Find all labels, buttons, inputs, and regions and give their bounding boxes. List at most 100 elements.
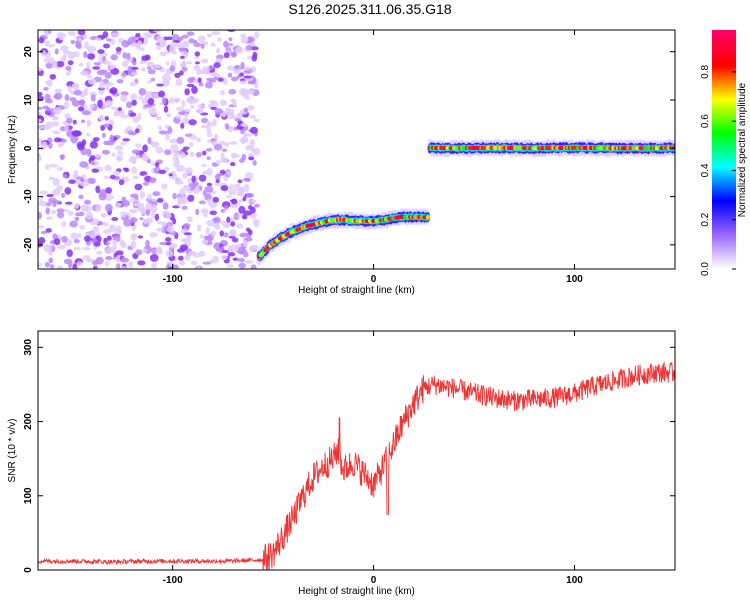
noise-cell [178,188,186,196]
noise-cell [38,111,42,117]
colorbar-swatch [712,229,736,232]
noise-cell [114,202,122,208]
noise-cell [102,31,109,39]
noise-cell [72,119,77,125]
noise-cell [190,260,198,265]
noise-cell [38,142,42,147]
noise-cell [150,77,156,82]
colorbar-swatch [712,243,736,246]
noise-cell [83,88,89,96]
noise-cell [60,45,69,52]
noise-cell [38,106,43,111]
noise-cell [99,81,106,89]
noise-cell [205,81,213,89]
noise-cell [180,122,185,129]
noise-cell [91,168,100,173]
noise-cell [120,141,127,146]
noise-cell [74,212,81,217]
noise-cell [239,257,245,263]
colorbar-swatch [712,153,736,157]
noise-cell [221,255,228,261]
colorbar-swatch [712,53,736,57]
noise-cell [102,229,112,234]
noise-cell [195,208,200,216]
noise-cell [69,96,77,102]
noise-cell [43,86,49,91]
noise-cell [196,104,205,108]
noise-cell [187,77,195,84]
noise-cell [45,216,53,220]
colorbar-swatch [712,91,736,95]
noise-cell [164,237,172,242]
noise-cell [196,266,201,269]
colorbar-swatch [712,203,736,206]
noise-cell [227,245,233,252]
colorbar-swatch [712,133,736,137]
noise-cell [99,69,108,74]
colorbar-swatch [712,267,736,270]
noise-cell [156,197,164,203]
noise-cell [155,115,162,121]
noise-cell [200,43,205,49]
colorbar-swatch [712,189,736,192]
noise-cell [253,147,261,156]
spectrogram-y-tick-label: -20 [23,237,34,252]
noise-cell [253,203,260,208]
colorbar-swatch [712,195,736,198]
noise-cell [158,169,167,174]
noise-cell [195,151,202,158]
noise-cell [129,217,138,224]
colorbar-swatch [712,151,736,155]
noise-cell [109,134,114,143]
noise-cell [115,155,124,162]
noise-cell [236,201,241,207]
noise-cell [121,72,127,77]
noise-cell [63,102,70,110]
noise-cell [252,160,257,166]
noise-cell [187,194,195,202]
noise-cell [54,238,61,246]
noise-cell [135,42,141,50]
noise-cell [172,218,177,225]
noise-cell [152,191,160,197]
noise-cell [202,150,207,156]
noise-cell [70,232,78,240]
noise-cell [52,115,59,121]
noise-cell [246,192,255,198]
noise-cell [212,196,220,203]
noise-cell [169,138,178,144]
noise-cell [169,243,178,249]
noise-cell [134,128,140,134]
noise-cell [74,202,80,210]
noise-cell [169,45,176,54]
noise-cell [230,98,236,103]
noise-cell [177,255,184,261]
noise-cell [45,164,50,171]
noise-cell [236,223,243,229]
noise-cell [248,204,253,210]
noise-cell [143,104,152,108]
noise-cell [224,232,229,238]
noise-cell [118,179,125,186]
colorbar-swatch [712,217,736,220]
noise-cell [67,85,73,93]
noise-cell [159,51,167,57]
colorbar-swatch [712,69,736,73]
colorbar-swatch [712,163,736,167]
colorbar-swatch [712,63,736,67]
noise-cell [230,51,237,58]
noise-cell [67,60,74,66]
noise-cell [156,83,164,87]
noise-cell [181,99,186,108]
noise-cell [120,94,128,102]
colorbar-swatch [712,193,736,196]
noise-cell [66,249,73,258]
noise-cell [134,183,143,191]
noise-cell [115,250,124,256]
noise-cell [121,200,131,207]
noise-cell [197,77,202,84]
noise-cell [90,94,96,102]
noise-cell [106,235,112,241]
noise-cell [152,30,162,33]
spectrogram-y-tick-label: 10 [23,94,34,106]
